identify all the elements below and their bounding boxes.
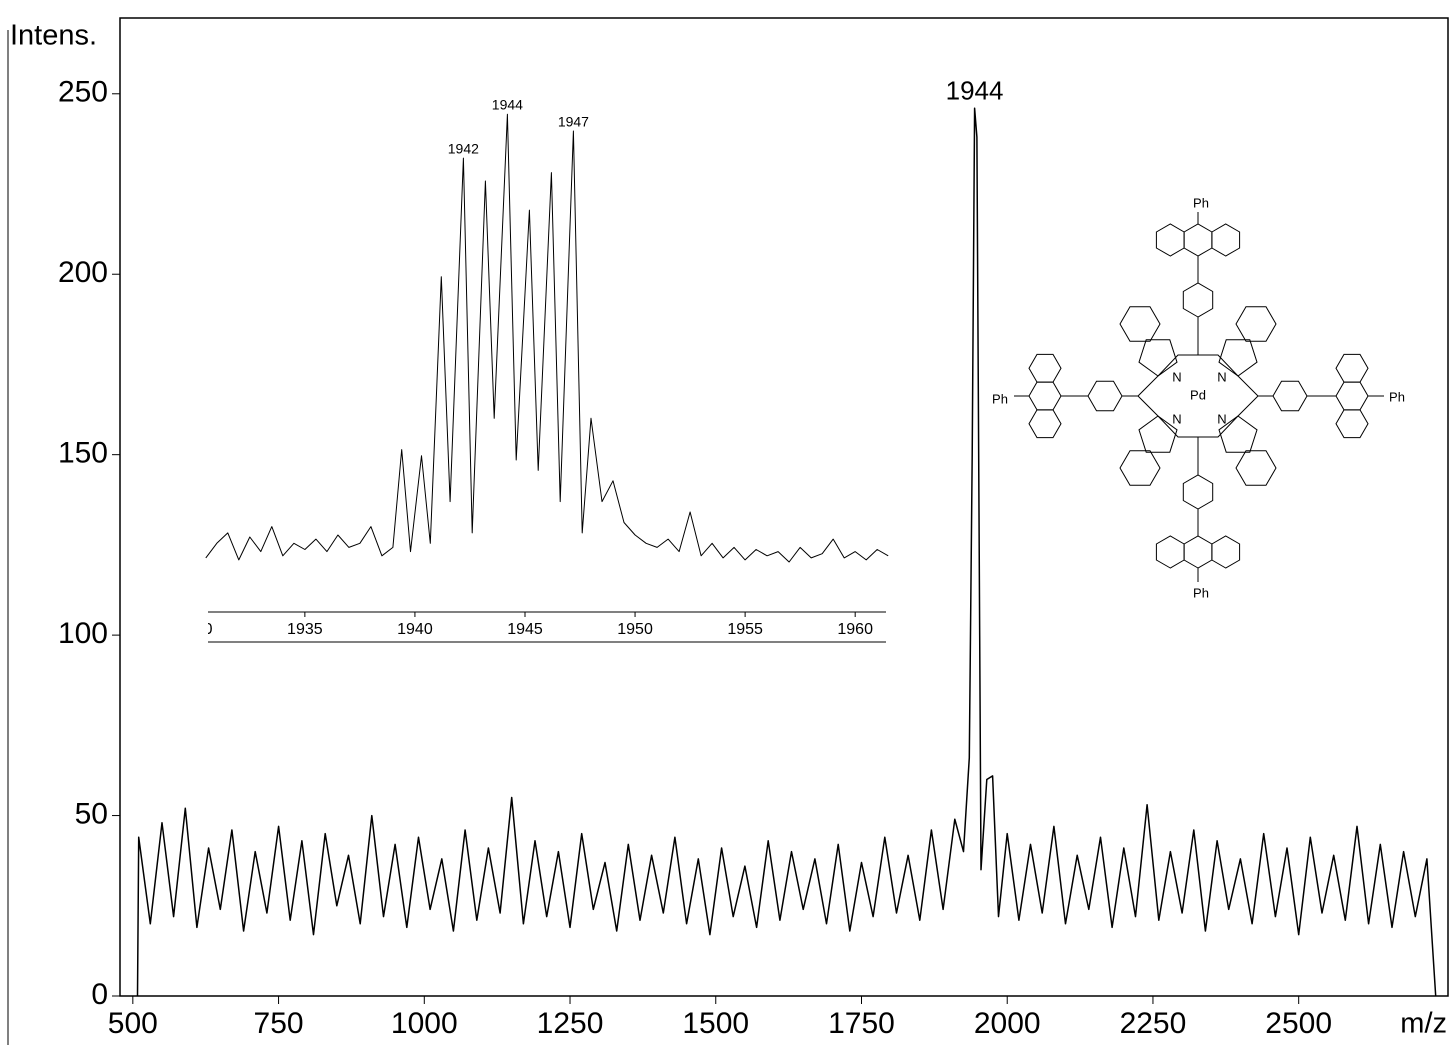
atom-label: Ph — [992, 391, 1008, 406]
atom-label: N — [1172, 411, 1181, 426]
atom-label: N — [1217, 411, 1226, 426]
y-tick-label: 100 — [58, 617, 108, 650]
x-tick-label: 1000 — [391, 1007, 458, 1040]
atom-label: Ph — [1389, 389, 1405, 404]
bond — [1028, 381, 1062, 411]
bond — [1335, 353, 1369, 383]
bond — [1235, 450, 1277, 486]
y-tick-label: 50 — [75, 797, 108, 830]
atom-label: N — [1217, 369, 1226, 384]
x-tick-label: 1930 — [177, 621, 213, 638]
bond — [1211, 223, 1241, 257]
peak-label: 1944 — [946, 75, 1004, 105]
bond — [1183, 223, 1213, 257]
bond — [1182, 474, 1214, 510]
spectrum-line — [205, 113, 889, 563]
bond — [1218, 415, 1258, 453]
x-tick-label: 1500 — [682, 1007, 749, 1040]
bond — [1335, 409, 1369, 439]
bond — [1183, 535, 1213, 569]
bond — [1028, 409, 1062, 439]
bond — [1138, 339, 1178, 377]
bond — [1182, 282, 1214, 318]
y-tick-label: 250 — [58, 76, 108, 109]
plot-frame — [119, 17, 1449, 997]
bond — [1155, 223, 1185, 257]
peak-label: 1944 — [492, 97, 523, 113]
x-tick-label: 1940 — [397, 621, 433, 638]
bond — [1218, 339, 1258, 377]
bond — [1335, 381, 1369, 411]
y-axis-label: Intens. — [10, 20, 97, 52]
atom-label: Ph — [1193, 585, 1209, 600]
spectrum-line — [136, 107, 1437, 997]
peak-label: 1947 — [558, 113, 589, 129]
y-tick-label: 0 — [91, 978, 108, 1011]
x-tick-label: 1935 — [287, 621, 323, 638]
bond — [1087, 380, 1123, 412]
bond — [1272, 380, 1308, 412]
bond — [1155, 535, 1185, 569]
bond — [1028, 353, 1062, 383]
atom-label: Pd — [1190, 387, 1206, 402]
atom-label: N — [1172, 369, 1181, 384]
x-tick-label: 2000 — [974, 1007, 1041, 1040]
x-tick-label: 2500 — [1265, 1007, 1332, 1040]
bond — [1119, 306, 1161, 342]
x-axis-label: m/z — [1400, 1008, 1447, 1040]
y-tick-label: 200 — [58, 256, 108, 289]
bond — [1235, 306, 1277, 342]
y-tick-label: 150 — [58, 437, 108, 470]
x-tick-label: 1250 — [537, 1007, 604, 1040]
x-tick-label: 1960 — [837, 621, 873, 638]
bond — [1119, 450, 1161, 486]
x-tick-label: 2250 — [1120, 1007, 1187, 1040]
x-tick-label: 1950 — [617, 621, 653, 638]
bond — [1138, 415, 1178, 453]
x-tick-label: 1750 — [828, 1007, 895, 1040]
bond — [1211, 535, 1241, 569]
bond — [1137, 354, 1259, 438]
x-tick-label: 500 — [108, 1007, 158, 1040]
atom-label: Ph — [1193, 195, 1209, 210]
molecule-structure — [1014, 212, 1384, 582]
peak-label: 1942 — [448, 140, 479, 156]
x-tick-label: 1945 — [507, 621, 543, 638]
x-tick-label: 1955 — [727, 621, 763, 638]
x-tick-label: 750 — [254, 1007, 304, 1040]
